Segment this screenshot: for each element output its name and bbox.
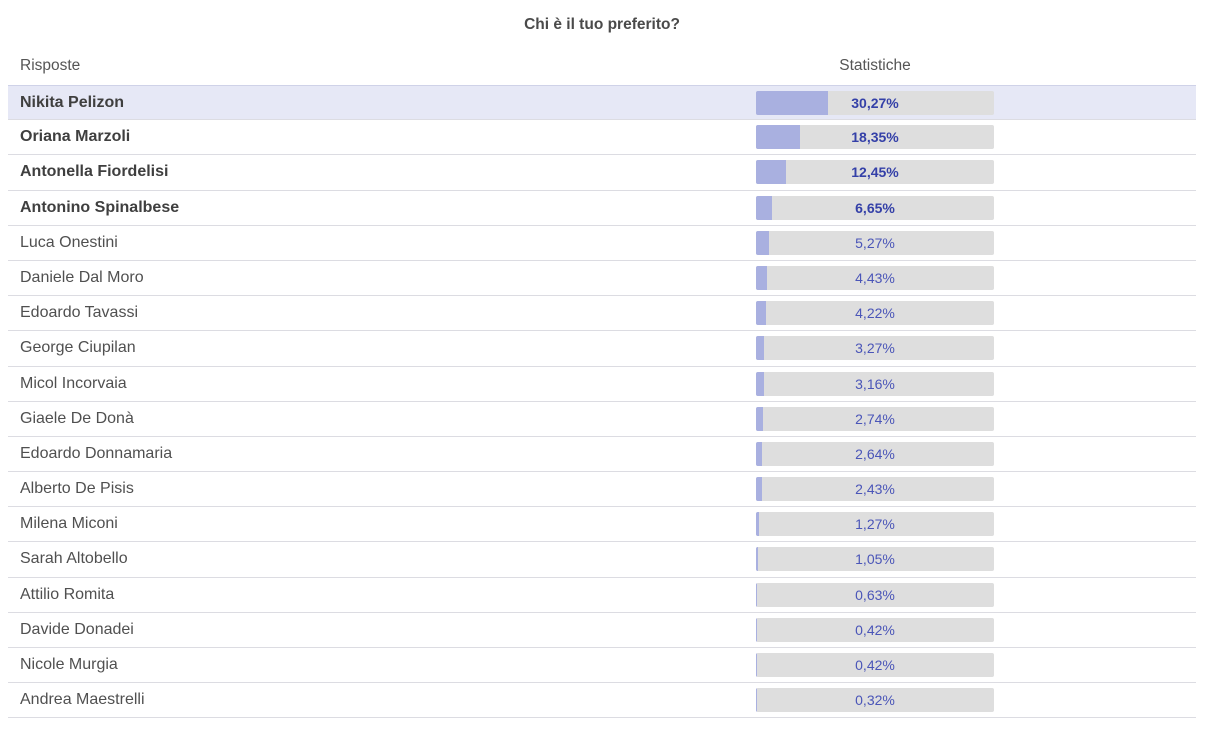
percent-bar-fill <box>756 336 764 361</box>
percent-bar-fill <box>756 371 764 396</box>
percent-bar-track: 1,05% <box>756 547 994 572</box>
percent-bar-track: 2,43% <box>756 477 994 502</box>
percent-bar-fill <box>756 617 757 642</box>
result-row: Nikita Pelizon 30,27% <box>8 85 1196 121</box>
result-row: George Ciupilan 3,27% <box>8 331 1196 367</box>
answer-name: Daniele Dal Moro <box>20 268 144 286</box>
percent-bar-fill <box>756 406 763 431</box>
percent-bar-track: 12,45% <box>756 160 994 185</box>
answer-name: Micol Incorvaia <box>20 374 127 392</box>
percent-label: 30,27% <box>851 95 899 111</box>
percent-bar-track: 6,65% <box>756 195 994 220</box>
percent-label: 0,32% <box>855 692 895 709</box>
percent-bar-fill <box>756 441 763 466</box>
answer-name: George Ciupilan <box>20 339 136 357</box>
percent-bar-track: 5,27% <box>756 230 994 255</box>
answer-name: Andrea Maestrelli <box>20 691 145 709</box>
table-header: Risposte Statistiche <box>8 57 1196 86</box>
answer-name: Attilio Romita <box>20 585 115 603</box>
result-row: Giaele De Donà 2,74% <box>8 402 1196 437</box>
percent-bar-track: 0,42% <box>756 617 994 642</box>
percent-bar-fill <box>756 547 759 572</box>
result-row: Antonino Spinalbese 6,65% <box>8 191 1196 226</box>
percent-label: 18,35% <box>851 129 899 146</box>
percent-bar-fill <box>756 512 760 537</box>
answer-name: Antonino Spinalbese <box>20 198 180 216</box>
percent-bar-fill <box>756 125 800 150</box>
percent-label: 1,27% <box>855 516 895 533</box>
percent-label: 3,27% <box>855 340 895 357</box>
result-row: Davide Donadei 0,42% <box>8 613 1196 648</box>
percent-label: 2,43% <box>855 481 895 498</box>
percent-label: 5,27% <box>855 234 895 251</box>
percent-bar-track: 4,43% <box>756 265 994 290</box>
answer-name: Luca Onestini <box>20 233 118 251</box>
percent-bar-track: 30,27% <box>756 91 994 115</box>
percent-label: 12,45% <box>851 164 899 181</box>
percent-bar-track: 2,74% <box>756 406 994 431</box>
percent-label: 6,65% <box>855 199 895 216</box>
percent-bar-fill <box>756 301 767 326</box>
percent-bar-fill <box>756 265 767 290</box>
results-list: Nikita Pelizon 30,27% Oriana Marzoli 18,35%… <box>8 85 1196 719</box>
answer-name: Edoardo Donnamaria <box>20 444 173 462</box>
percent-bar-fill <box>756 688 757 713</box>
answer-name: Oriana Marzoli <box>20 128 131 146</box>
percent-bar-track: 0,63% <box>756 582 994 607</box>
result-row: Oriana Marzoli 18,35% <box>8 120 1196 156</box>
percent-label: 4,22% <box>855 305 895 322</box>
result-row: Luca Onestini 5,27% <box>8 226 1196 261</box>
percent-label: 3,16% <box>855 375 895 392</box>
percent-bar-fill <box>756 653 757 677</box>
answer-name: Milena Miconi <box>20 515 118 533</box>
answer-name: Nicole Murgia <box>20 656 118 673</box>
result-row: Attilio Romita 0,63% <box>8 578 1196 613</box>
percent-bar-track: 18,35% <box>756 125 994 150</box>
result-row: Edoardo Donnamaria 2,64% <box>8 437 1196 473</box>
percent-bar-fill <box>756 195 772 220</box>
percent-bar-fill <box>756 477 762 502</box>
result-row: Nicole Murgia 0,42% <box>8 648 1196 684</box>
poll-title: Chi è il tuo preferito? <box>524 16 680 33</box>
answer-name: Alberto De Pisis <box>20 480 134 498</box>
percent-label: 1,05% <box>855 551 895 568</box>
percent-bar-fill <box>756 230 769 255</box>
percent-bar-track: 3,27% <box>756 336 994 361</box>
result-row: Edoardo Tavassi 4,22% <box>8 296 1196 332</box>
answer-name: Antonella Fiordelisi <box>20 163 169 181</box>
percent-label: 0,63% <box>855 586 895 603</box>
percent-bar-track: 0,42% <box>756 653 994 677</box>
percent-bar-track: 0,32% <box>756 688 994 713</box>
percent-label: 2,74% <box>855 410 895 427</box>
percent-label: 2,64% <box>855 445 895 462</box>
percent-label: 0,42% <box>855 621 895 638</box>
result-row: Andrea Maestrelli 0,32% <box>8 683 1196 719</box>
percent-bar-fill <box>756 91 829 115</box>
result-row: Sarah Altobello 1,05% <box>8 542 1196 578</box>
result-row: Micol Incorvaia 3,16% <box>8 367 1196 402</box>
answer-name: Nikita Pelizon <box>20 94 125 111</box>
percent-bar-track: 2,64% <box>756 441 994 466</box>
result-row: Alberto De Pisis 2,43% <box>8 472 1196 508</box>
answer-name: Edoardo Tavassi <box>20 304 138 322</box>
answers-column-header: Risposte <box>20 57 81 74</box>
answer-name: Giaele De Donà <box>20 409 134 427</box>
result-row: Daniele Dal Moro 4,43% <box>8 261 1196 297</box>
answer-name: Sarah Altobello <box>20 550 128 568</box>
percent-label: 4,43% <box>855 269 895 286</box>
percent-label: 0,42% <box>855 657 895 673</box>
stats-column-header: Statistiche <box>839 57 911 74</box>
percent-bar-track: 3,16% <box>756 371 994 396</box>
result-row: Antonella Fiordelisi 12,45% <box>8 155 1196 191</box>
percent-bar-track: 4,22% <box>756 301 994 326</box>
result-row: Milena Miconi 1,27% <box>8 507 1196 543</box>
answer-name: Davide Donadei <box>20 620 134 638</box>
percent-bar-track: 1,27% <box>756 512 994 537</box>
percent-bar-fill <box>756 582 758 607</box>
percent-bar-fill <box>756 160 786 185</box>
